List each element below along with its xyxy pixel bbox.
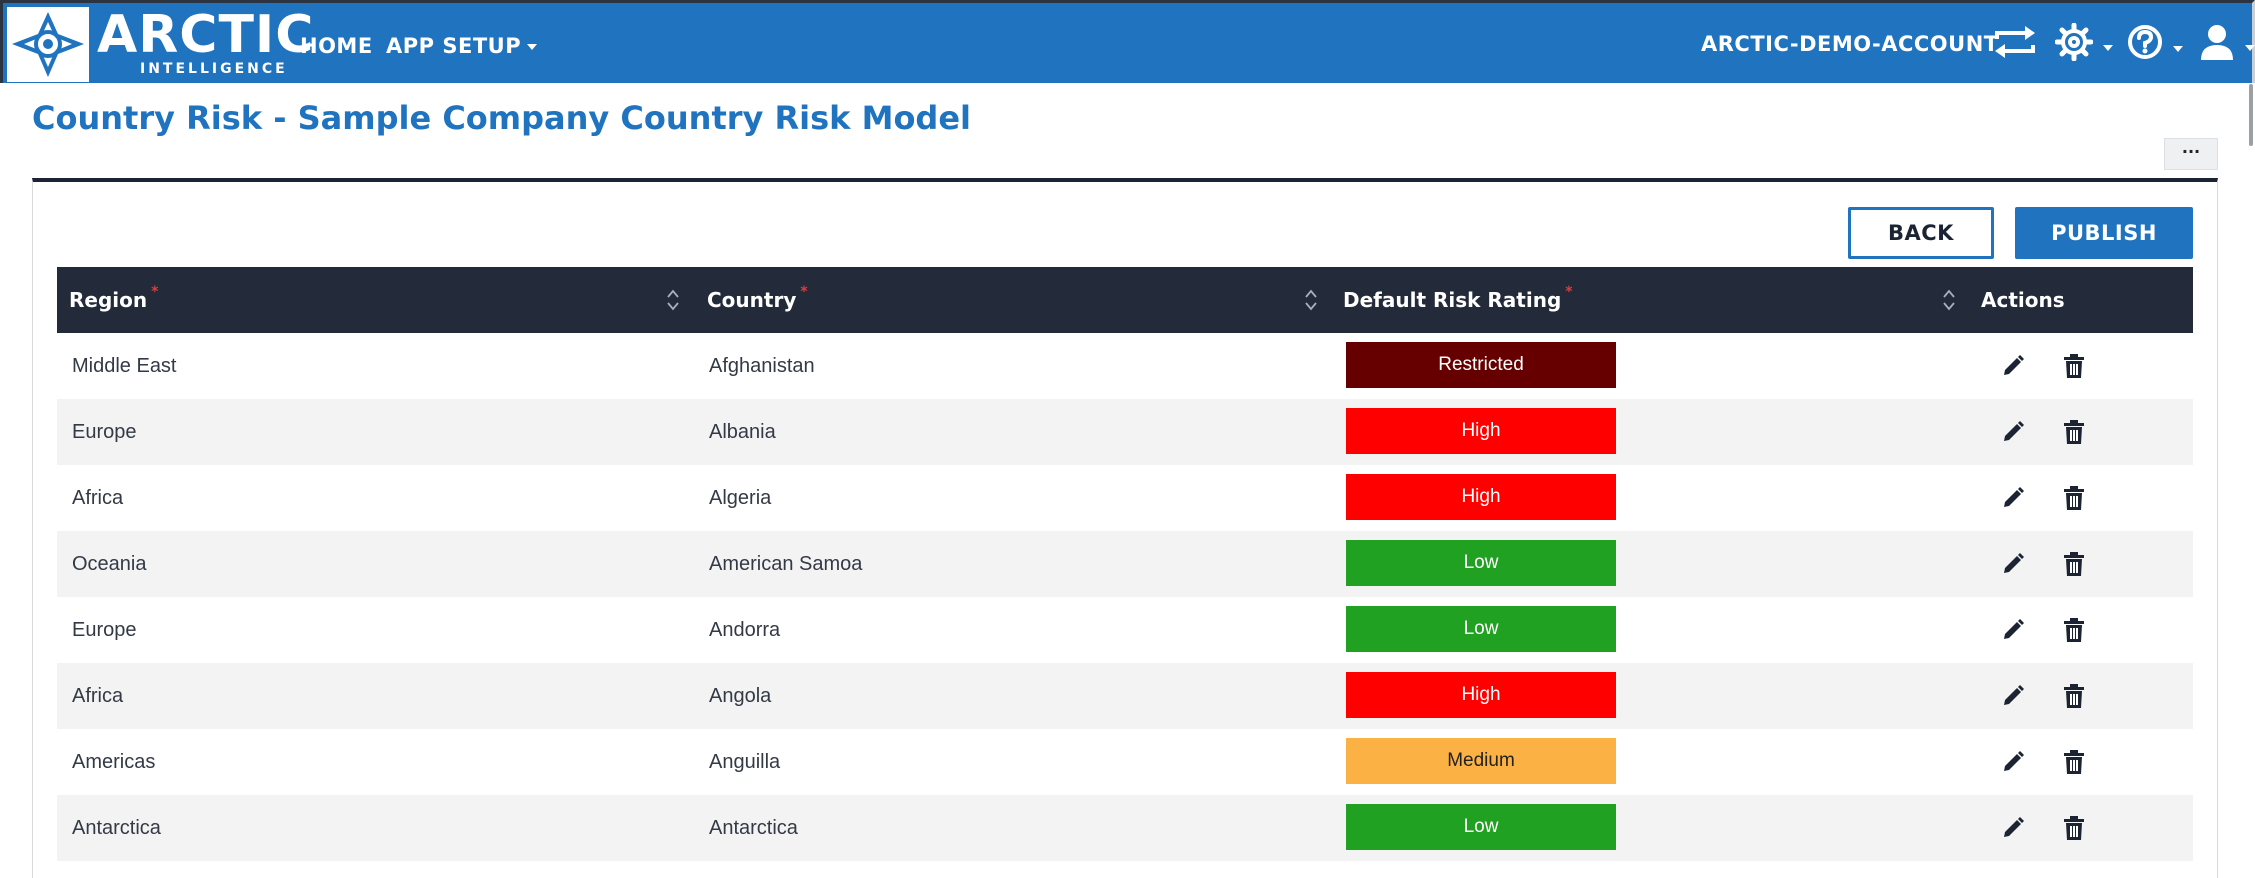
user-menu[interactable]	[2199, 23, 2255, 65]
logo-icon	[12, 12, 84, 77]
more-options-button[interactable]: ···	[2164, 138, 2218, 170]
cell-region: Middle East	[72, 355, 177, 377]
user-icon	[2201, 25, 2233, 60]
cell-region: Europe	[72, 421, 137, 443]
help-menu[interactable]	[2127, 24, 2183, 64]
chevron-down-icon	[2103, 45, 2113, 51]
brand-subtitle: INTELLIGENCE	[140, 61, 288, 77]
risk-rating-badge: Medium	[1346, 738, 1616, 784]
table-row: Africa Angola High	[57, 663, 2193, 729]
risk-rating-badge: High	[1346, 408, 1616, 454]
column-header-default-risk-rating[interactable]: Default Risk Rating *	[1343, 267, 1573, 333]
risk-rating-badge: Restricted	[1346, 342, 1616, 388]
delete-icon[interactable]	[2063, 816, 2085, 844]
chevron-down-icon	[527, 44, 538, 50]
gear-icon	[2054, 22, 2094, 62]
delete-icon[interactable]	[2063, 750, 2085, 778]
table-row: Europe Andorra Low	[57, 597, 2193, 663]
risk-rating-badge: Low	[1346, 804, 1616, 850]
table-row: Antarctica Antarctica Low	[57, 795, 2193, 861]
table-row: Middle East Afghanistan Restricted	[57, 333, 2193, 399]
edit-icon[interactable]	[2001, 618, 2025, 646]
delete-icon[interactable]	[2063, 486, 2085, 514]
sort-icon[interactable]	[667, 289, 679, 315]
edit-icon[interactable]	[2001, 486, 2025, 514]
arctic-logo[interactable]	[7, 7, 89, 82]
cell-country: Angola	[709, 685, 772, 707]
publish-button[interactable]: PUBLISH	[2015, 207, 2193, 259]
chevron-down-icon	[2245, 45, 2255, 51]
brand-name: ARCTIC	[97, 5, 315, 65]
table-row: Europe Albania High	[57, 399, 2193, 465]
page-scrollbar[interactable]	[2249, 84, 2253, 146]
column-header-actions: Actions	[1981, 288, 2065, 312]
cell-country: Andorra	[709, 619, 781, 641]
column-header-label: Region	[69, 288, 148, 312]
cell-region: Oceania	[72, 553, 147, 575]
delete-icon[interactable]	[2063, 684, 2085, 712]
cell-country: Anguilla	[709, 751, 781, 773]
cell-region: Africa	[72, 685, 124, 707]
risk-rating-badge: Low	[1346, 606, 1616, 652]
delete-icon[interactable]	[2063, 354, 2085, 382]
table-row: Oceania American Samoa Low	[57, 531, 2193, 597]
chevron-down-icon	[2173, 46, 2183, 52]
edit-icon[interactable]	[2001, 420, 2025, 448]
cell-country: Albania	[709, 421, 776, 443]
table-header: Region * Country * Default Risk Rating * Ac…	[57, 267, 2193, 333]
column-header-label: Country	[707, 288, 797, 312]
top-navbar: ARCTIC INTELLIGENCE HOME APP SETUP ARCTI…	[0, 0, 2255, 83]
settings-menu[interactable]	[2054, 22, 2113, 65]
cell-country: American Samoa	[709, 553, 863, 575]
delete-icon[interactable]	[2063, 552, 2085, 580]
back-button[interactable]: BACK	[1848, 207, 1994, 259]
sort-icon[interactable]	[1943, 289, 1955, 315]
cell-country: Afghanistan	[709, 355, 815, 377]
table-row: Africa Algeria High	[57, 465, 2193, 531]
risk-rating-badge: Low	[1346, 540, 1616, 586]
cell-country: Algeria	[709, 487, 772, 509]
cell-country: Antarctica	[709, 817, 798, 839]
column-header-label: Default Risk Rating	[1343, 288, 1562, 312]
cell-region: Africa	[72, 487, 124, 509]
column-header-country[interactable]: Country *	[707, 267, 808, 333]
page-title: Country Risk - Sample Company Country Ri…	[32, 99, 971, 137]
edit-icon[interactable]	[2001, 684, 2025, 712]
risk-rating-badge: High	[1346, 672, 1616, 718]
delete-icon[interactable]	[2063, 618, 2085, 646]
account-name[interactable]: ARCTIC-DEMO-ACCOUNT	[1701, 32, 1999, 56]
delete-icon[interactable]	[2063, 420, 2085, 448]
required-marker: *	[800, 284, 808, 300]
help-icon	[2128, 25, 2162, 59]
nav-app-setup-dropdown[interactable]: APP SETUP	[386, 31, 538, 61]
edit-icon[interactable]	[2001, 816, 2025, 844]
cell-region: Antarctica	[72, 817, 161, 839]
nav-app-setup-label: APP SETUP	[386, 34, 522, 58]
country-risk-table: Region * Country * Default Risk Rating * Ac…	[57, 267, 2193, 861]
nav-home-link[interactable]: HOME	[300, 34, 373, 58]
cell-region: Americas	[72, 751, 156, 773]
table-row: Americas Anguilla Medium	[57, 729, 2193, 795]
edit-icon[interactable]	[2001, 750, 2025, 778]
cell-region: Europe	[72, 619, 137, 641]
column-header-region[interactable]: Region *	[69, 267, 158, 333]
edit-icon[interactable]	[2001, 354, 2025, 382]
required-marker: *	[151, 284, 159, 300]
edit-icon[interactable]	[2001, 552, 2025, 580]
required-marker: *	[1565, 284, 1573, 300]
risk-rating-badge: High	[1346, 474, 1616, 520]
sort-icon[interactable]	[1305, 289, 1317, 315]
switch-account-icon[interactable]	[1993, 25, 2037, 63]
content-panel	[32, 178, 2218, 878]
table-body: Middle East Afghanistan Restricted Europe Al…	[57, 333, 2193, 861]
